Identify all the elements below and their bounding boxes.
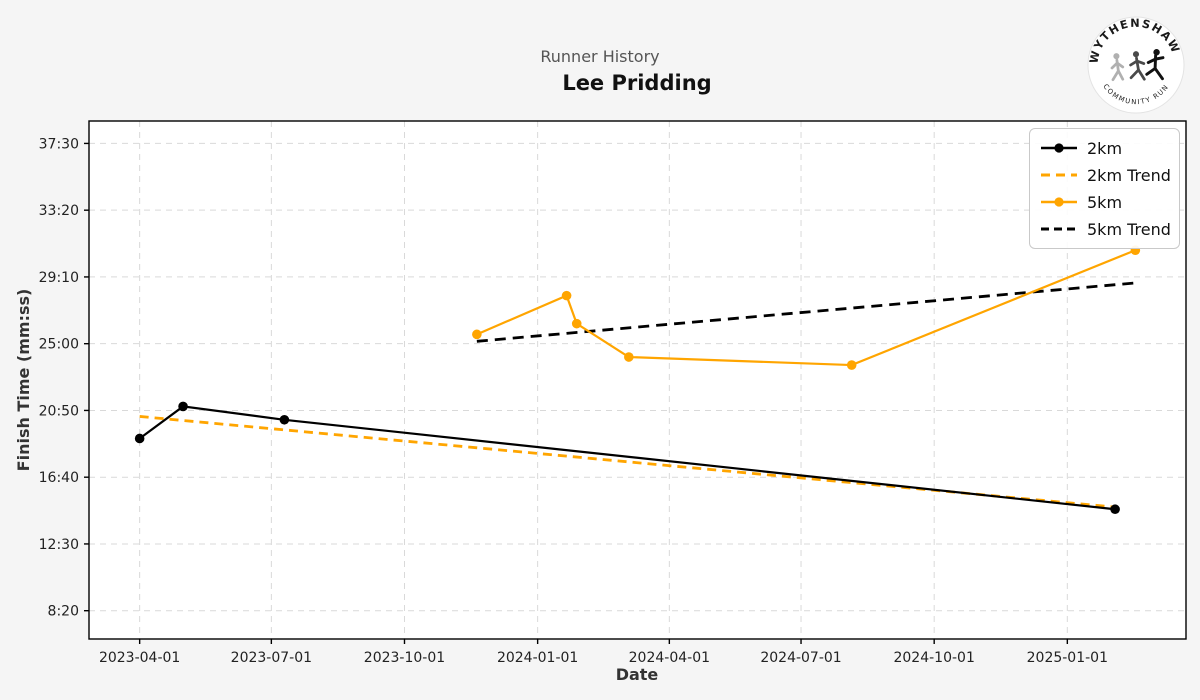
sprinter-icon xyxy=(1145,49,1165,81)
legend-label: 5km xyxy=(1087,192,1123,212)
data-point-5km xyxy=(624,352,634,362)
legend-label: 2km Trend xyxy=(1087,165,1171,185)
chart-suptitle: Runner History xyxy=(540,47,660,66)
x-tick-label: 2024-10-01 xyxy=(893,650,974,666)
x-tick-label: 2024-04-01 xyxy=(629,650,710,666)
y-tick-label: 29:10 xyxy=(39,270,79,286)
x-tick-label: 2023-07-01 xyxy=(231,650,312,666)
legend-label: 2km xyxy=(1087,138,1123,158)
legend-item-2km: 2km xyxy=(1040,137,1169,159)
chart-legend: 2km 2km Trend 5km 5km Trend xyxy=(1029,128,1180,249)
runner-icon xyxy=(1129,51,1146,81)
y-tick-label: 25:00 xyxy=(39,337,79,353)
y-tick-label: 16:40 xyxy=(39,470,79,486)
line-marker-sample-icon xyxy=(1041,143,1077,153)
x-tick-label: 2023-10-01 xyxy=(364,650,445,666)
page-title: Lee Pridding xyxy=(562,71,712,95)
x-tick-label: 2024-07-01 xyxy=(760,650,841,666)
y-tick-label: 33:20 xyxy=(39,203,79,219)
data-point-2km xyxy=(1110,504,1120,515)
y-tick-label: 8:20 xyxy=(48,604,79,620)
data-point-5km xyxy=(472,329,482,340)
legend-item-2km-trend: 2km Trend xyxy=(1040,164,1171,186)
legend-item-5km-trend: 5km Trend xyxy=(1040,218,1171,240)
x-tick-label: 2023-04-01 xyxy=(99,650,180,666)
y-tick-label: 37:30 xyxy=(39,136,79,152)
legend-label: 5km Trend xyxy=(1087,219,1171,239)
dashed-line-sample-icon xyxy=(1041,227,1077,231)
axes-frame xyxy=(88,120,1187,640)
data-point-2km xyxy=(279,414,290,425)
y-tick-label: 12:30 xyxy=(39,537,79,553)
y-axis-label: Finish Time (mm:ss) xyxy=(14,288,33,472)
x-tick-label: 2025-01-01 xyxy=(1027,650,1108,666)
line-marker-sample-icon xyxy=(1041,197,1077,207)
series-line-2km xyxy=(138,405,1116,511)
data-point-5km xyxy=(561,290,572,301)
data-point-2km xyxy=(134,433,145,444)
dashed-line-sample-icon xyxy=(1041,173,1077,177)
trend-line-5km xyxy=(476,281,1136,343)
data-point-5km xyxy=(846,360,857,370)
logo-badge: WYTHENSHAWE COMMUNITY RUN xyxy=(1087,16,1185,114)
legend-item-5km: 5km xyxy=(1040,191,1169,213)
walker-icon xyxy=(1110,53,1125,82)
series-line-5km xyxy=(476,249,1136,367)
data-point-2km xyxy=(178,401,188,412)
data-point-5km xyxy=(571,318,582,329)
x-axis-label: Date xyxy=(615,665,659,684)
y-tick-label: 20:50 xyxy=(39,403,79,419)
logo-circle xyxy=(1087,16,1185,114)
x-tick-label: 2024-01-01 xyxy=(497,650,578,666)
plot-area xyxy=(89,121,1186,639)
